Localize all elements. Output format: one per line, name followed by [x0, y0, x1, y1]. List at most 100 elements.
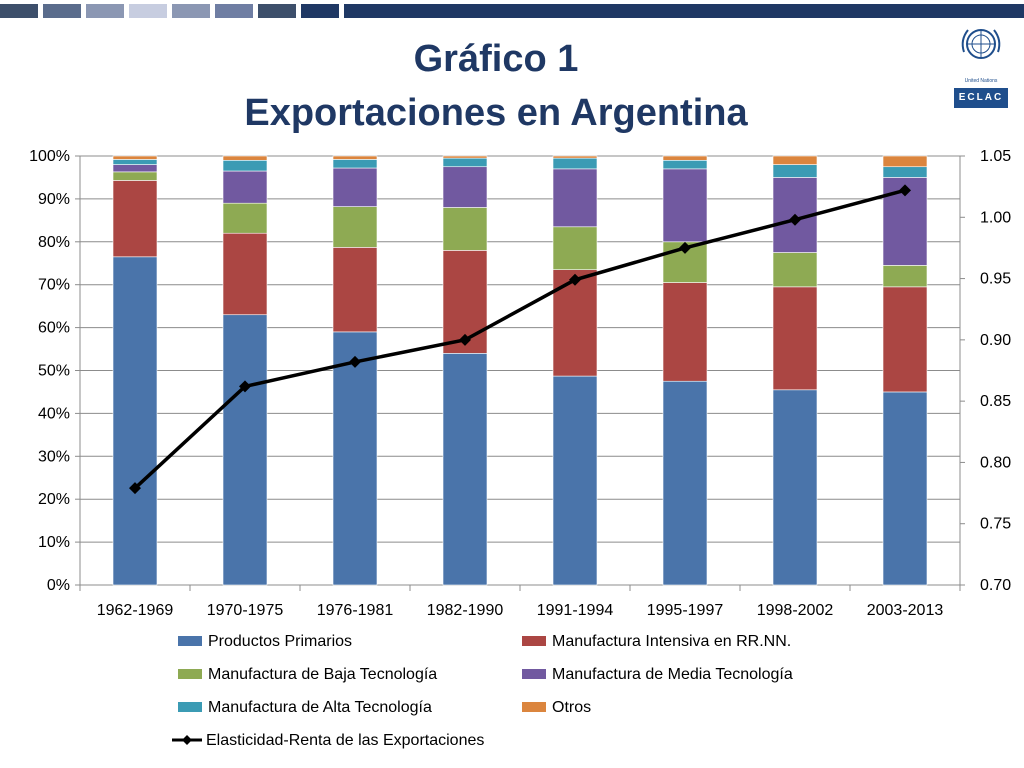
- bar-segment: [772, 286, 818, 391]
- legend-label: Manufactura de Media Tecnología: [552, 666, 793, 683]
- un-emblem-icon: [961, 29, 1001, 59]
- header-bar-segment: [344, 4, 1024, 18]
- bar-segment: [552, 155, 598, 159]
- y-right-tick-label: 0.75: [980, 516, 1011, 533]
- bar-segment: [442, 155, 488, 159]
- elasticity-point: [239, 380, 251, 393]
- header-bar-segment: [129, 4, 167, 18]
- bar-segment: [222, 159, 268, 172]
- bar-segment: [662, 282, 708, 382]
- chart-legend: Productos Primarios Manufactura Intensiv…: [172, 632, 898, 764]
- y-left-tick-label: 90%: [38, 191, 70, 208]
- bar-segment: [112, 171, 158, 181]
- legend-item-alta-tecnologia: Manufactura de Alta Tecnología: [178, 698, 432, 718]
- bar-segment: [662, 380, 708, 586]
- x-tick-label: 2003-2013: [867, 602, 944, 619]
- bar-segment: [772, 164, 818, 178]
- y-left-tick-label: 20%: [38, 491, 70, 508]
- legend-swatch: [178, 635, 202, 646]
- elasticity-point: [899, 184, 911, 197]
- legend-item-productos-primarios: Productos Primarios: [178, 632, 352, 652]
- header-bar-segment: [43, 4, 81, 18]
- bar-segment: [772, 389, 818, 586]
- legend-item-otros: Otros: [522, 698, 591, 718]
- x-tick-label: 1970-1975: [207, 602, 284, 619]
- header-bar-segment: [172, 4, 210, 18]
- y-right-tick-label: 1.00: [980, 209, 1011, 226]
- header-bar-segment: [301, 4, 339, 18]
- x-tick-label: 1995-1997: [647, 602, 724, 619]
- y-right-tick-label: 0.95: [980, 271, 1011, 288]
- elasticity-point: [569, 273, 581, 286]
- bar-segment: [332, 247, 378, 333]
- legend-label: Otros: [552, 699, 592, 716]
- elasticity-point: [679, 241, 691, 254]
- elasticity-line: [133, 188, 906, 490]
- bar-segment: [442, 166, 488, 208]
- logo-caption: United Nations: [964, 78, 998, 84]
- bar-segment: [112, 256, 158, 586]
- x-tick-label: 1976-1981: [317, 602, 394, 619]
- bar-segment: [552, 375, 598, 586]
- bar-segment: [112, 159, 158, 165]
- y-right-tick-label: 0.90: [980, 332, 1011, 349]
- header-bar-segment: [215, 4, 253, 18]
- legend-item-manufactura-intensiva: Manufactura Intensiva en RR.NN.: [522, 632, 791, 652]
- elasticity-point: [349, 355, 361, 368]
- eclac-logo: United Nations ECLAC: [952, 22, 1010, 108]
- y-left-tick-label: 50%: [38, 363, 70, 380]
- y-left-tick-label: 80%: [38, 234, 70, 251]
- legend-item-elasticidad: Elasticidad-Renta de las Exportaciones: [172, 731, 484, 751]
- bar-segment: [552, 168, 598, 228]
- bar-segment: [442, 207, 488, 251]
- bar-segment: [662, 168, 708, 243]
- legend-swatch: [178, 668, 202, 679]
- y-left-tick-label: 10%: [38, 534, 70, 551]
- legend-item-baja-tecnologia: Manufactura de Baja Tecnología: [178, 665, 437, 685]
- title-block: Gráfico 1 Exportaciones en Argentina: [0, 36, 992, 136]
- legend-label: Manufactura de Baja Tecnología: [208, 666, 438, 683]
- bar-segment: [332, 159, 378, 169]
- bar-segment: [332, 206, 378, 248]
- bar-segment: [772, 252, 818, 288]
- header-bar-segment: [0, 4, 38, 18]
- legend-swatch: [522, 701, 546, 712]
- bar-segment: [222, 170, 268, 204]
- bar-segment: [882, 286, 928, 393]
- bar-segment: [332, 167, 378, 207]
- stacked-bar-chart: 0% 10% 20% 30% 40% 50% 60% 70% 80% 90% 100% 0.70 0.7…: [29, 148, 1011, 619]
- bar-segment: [112, 180, 158, 258]
- bar-segment: [772, 155, 818, 165]
- bar-segment: [662, 155, 708, 161]
- header-bar: [0, 4, 1024, 18]
- legend-label: Manufactura Intensiva en RR.NN.: [552, 633, 792, 650]
- y-left-tick-label: 100%: [29, 148, 70, 165]
- legend-label: Productos Primarios: [208, 633, 353, 650]
- bar-segment: [222, 314, 268, 586]
- legend-label: Elasticidad-Renta de las Exportaciones: [206, 732, 485, 749]
- bar-segment: [442, 353, 488, 586]
- logo-label: ECLAC: [954, 88, 1008, 108]
- elasticity-point: [129, 482, 141, 495]
- bar-segment: [882, 155, 928, 168]
- bar-segment: [222, 155, 268, 161]
- bar-segment: [112, 164, 158, 173]
- legend-label: Manufactura de Alta Tecnología: [208, 699, 432, 716]
- elasticity-point: [459, 333, 471, 346]
- y-left-tick-label: 30%: [38, 448, 70, 465]
- y-right-tick-label: 0.85: [980, 393, 1011, 410]
- x-tick-label: 1982-1990: [427, 602, 504, 619]
- bar-segment: [552, 226, 598, 270]
- header-bar-segment: [258, 4, 296, 18]
- chart-title: Gráfico 1: [413, 38, 579, 80]
- y-right-tick-label: 1.05: [980, 148, 1011, 165]
- bar-segment: [662, 159, 708, 170]
- chart-subtitle: Exportaciones en Argentina: [244, 92, 748, 134]
- y-left-tick-label: 70%: [38, 277, 70, 294]
- bar-segment: [882, 265, 928, 288]
- x-tick-label: 1962-1969: [97, 602, 174, 619]
- legend-swatch: [178, 701, 202, 712]
- header-bar-segment: [86, 4, 124, 18]
- legend-item-media-tecnologia: Manufactura de Media Tecnología: [522, 665, 793, 685]
- bar-segment: [882, 166, 928, 178]
